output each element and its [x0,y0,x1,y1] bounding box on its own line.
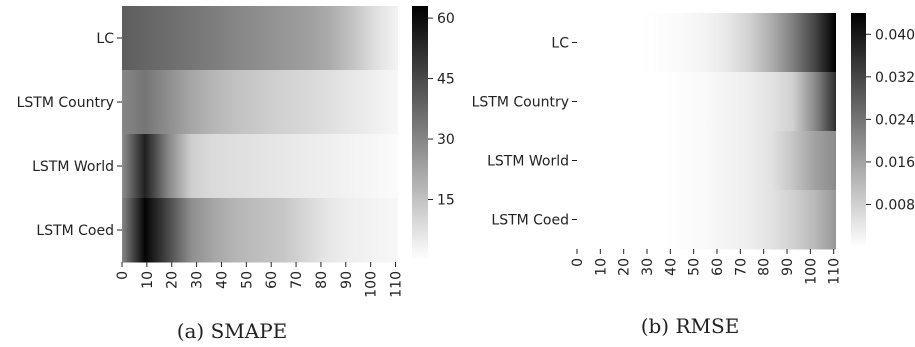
x-tick-label: 50 [687,258,703,276]
x-tick-label: 20 [165,271,181,289]
rmse-heatmap-row [577,13,836,73]
rmse-heatmap-row [577,190,836,250]
x-tick-label: 80 [314,271,330,289]
smape-colorbar [412,6,428,260]
smape-heatmap-row [122,134,398,199]
colorbar-tick-label: 0.016 [875,155,915,171]
x-tick-label: 40 [663,258,679,276]
colorbar-tick-label: 0.032 [875,70,915,86]
rmse-caption: (b) RMSE [641,314,740,338]
smape-heatmap-row [122,6,398,71]
rmse-heatmap-row [577,72,836,132]
smape-heatmap-panel: LC LSTM Country LSTM World LSTM Coed 0 10 20 30… [17,6,455,343]
colorbar-tick-label: 0.008 [875,197,915,213]
colorbar-tick-label: 0.040 [875,27,915,43]
rmse-heatmap-row [577,131,836,191]
x-tick-label: 20 [617,258,633,276]
x-tick-label: 90 [780,258,796,276]
x-tick-label: 30 [190,271,206,289]
y-tick-label: LC [551,36,569,52]
x-tick-label: 80 [757,258,773,276]
rmse-heatmap-panel: LC LSTM Country LSTM World LSTM Coed 0 10 20 30… [472,13,915,338]
x-tick-label: 70 [289,271,305,289]
x-tick-label: 100 [364,271,380,298]
x-tick-label: 10 [140,271,156,289]
colorbar-tick-label: 0.024 [875,112,915,128]
x-tick-label: 10 [593,258,609,276]
colorbar-tick-label: 15 [437,193,455,209]
y-tick-label: LSTM Coed [36,223,114,239]
y-tick-label: LSTM Country [472,95,569,111]
x-tick-label: 50 [239,271,255,289]
smape-caption: (a) SMAPE [177,319,288,343]
x-tick-label: 90 [339,271,355,289]
x-tick-label: 40 [215,271,231,289]
rmse-colorbar [851,13,866,247]
x-tick-label: 30 [640,258,656,276]
smape-heatmap-row [122,198,398,263]
smape-heatmap-row [122,70,398,135]
x-tick-label: 60 [710,258,726,276]
x-tick-label: 110 [827,258,843,285]
colorbar-tick-label: 45 [437,72,455,88]
y-tick-label: LSTM Coed [491,213,569,229]
x-tick-label: 0 [570,258,586,267]
x-tick-label: 70 [733,258,749,276]
y-tick-label: LSTM World [32,159,114,175]
x-tick-label: 100 [803,258,819,285]
y-tick-label: LSTM Country [17,95,114,111]
colorbar-tick-label: 30 [437,132,455,148]
x-tick-label: 0 [115,271,131,280]
y-tick-label: LSTM World [487,154,569,170]
x-tick-label: 60 [264,271,280,289]
colorbar-tick-label: 60 [437,11,455,27]
y-tick-label: LC [96,31,114,47]
x-tick-label: 110 [389,271,405,298]
